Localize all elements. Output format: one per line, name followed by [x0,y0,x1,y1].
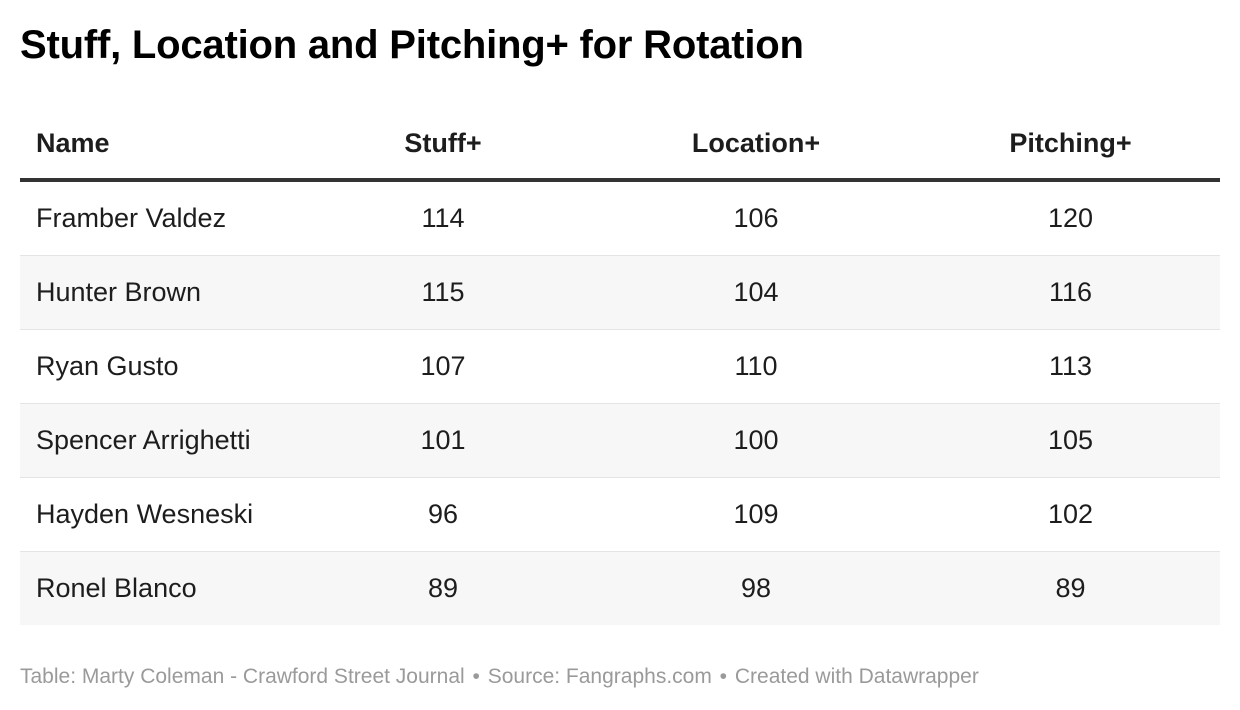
cell-name: Ronel Blanco [20,551,295,625]
table-row: Hunter Brown 115 104 116 [20,255,1220,330]
cell-location: 100 [591,403,921,478]
table-row: Hayden Wesneski 96 109 102 [20,477,1220,552]
column-header-name[interactable]: Name [20,108,295,182]
cell-name: Framber Valdez [20,180,295,256]
cell-location: 109 [591,477,921,552]
table-row: Spencer Arrighetti 101 100 105 [20,403,1220,478]
footer-separator: • [472,665,480,688]
cell-pitching: 113 [921,329,1220,404]
table-title: Stuff, Location and Pitching+ for Rotati… [20,23,804,67]
table-row: Ryan Gusto 107 110 113 [20,329,1220,404]
cell-name: Hayden Wesneski [20,477,295,552]
cell-name: Ryan Gusto [20,329,295,404]
table-header: Name Stuff+ Location+ Pitching+ [20,108,1220,182]
cell-pitching: 102 [921,477,1220,552]
column-header-location[interactable]: Location+ [591,108,921,182]
cell-name: Hunter Brown [20,255,295,330]
header-row: Name Stuff+ Location+ Pitching+ [20,108,1220,182]
table-row: Ronel Blanco 89 98 89 [20,551,1220,625]
data-table: Name Stuff+ Location+ Pitching+ Framber … [20,108,1220,625]
cell-pitching: 105 [921,403,1220,478]
cell-name: Spencer Arrighetti [20,403,295,478]
column-header-stuff[interactable]: Stuff+ [295,108,591,182]
footer-separator: • [719,665,728,688]
cell-stuff: 101 [295,403,591,478]
cell-location: 104 [591,255,921,330]
cell-stuff: 96 [295,477,591,552]
table-footer: Table: Marty Coleman - Crawford Street J… [20,664,979,690]
source-credit[interactable]: Source: Fangraphs.com [487,665,712,688]
cell-pitching: 120 [921,180,1220,256]
cell-stuff: 89 [295,551,591,625]
table-credit: Table: Marty Coleman - Crawford Street J… [20,665,465,688]
cell-pitching: 116 [921,255,1220,330]
cell-stuff: 114 [295,180,591,256]
cell-location: 98 [591,551,921,625]
cell-location: 110 [591,329,921,404]
cell-stuff: 115 [295,255,591,330]
cell-location: 106 [591,180,921,256]
table-row: Framber Valdez 114 106 120 [20,180,1220,256]
cell-stuff: 107 [295,329,591,404]
cell-pitching: 89 [921,551,1220,625]
column-header-pitching[interactable]: Pitching+ [921,108,1220,182]
table-body: Framber Valdez 114 106 120 Hunter Brown … [20,180,1220,625]
created-with-credit[interactable]: Created with Datawrapper [734,665,979,688]
